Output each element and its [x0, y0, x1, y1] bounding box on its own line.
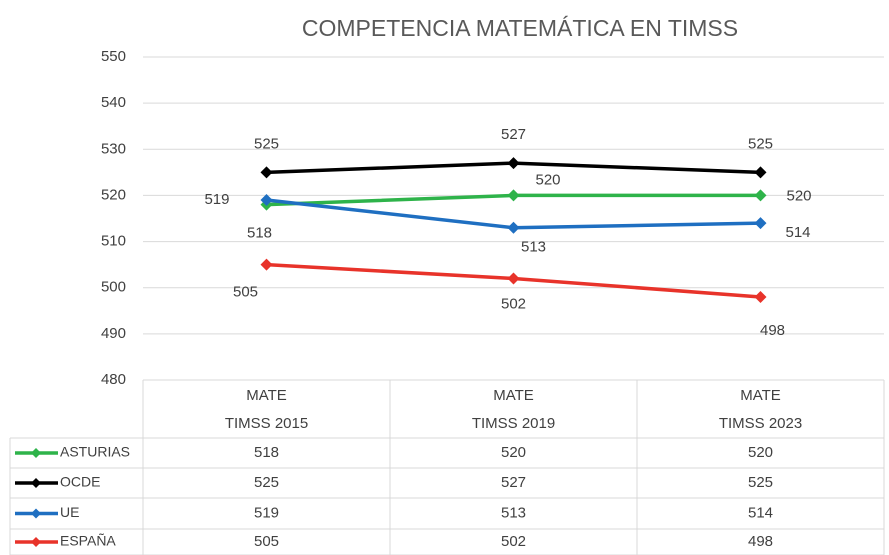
table-value: 502: [501, 533, 526, 550]
point-marker: [754, 217, 767, 230]
data-label: 525: [254, 135, 279, 152]
table-value: 518: [254, 444, 279, 461]
table-value: 520: [501, 444, 526, 461]
data-label: 513: [521, 239, 546, 256]
table-value: 525: [254, 474, 279, 491]
data-label: 505: [233, 284, 258, 301]
data-label: 527: [501, 126, 526, 143]
point-marker: [260, 194, 273, 207]
legend-marker: [31, 537, 41, 547]
data-label: 525: [748, 135, 773, 152]
point-marker: [754, 290, 767, 303]
data-label: 520: [787, 187, 812, 204]
table-value: 520: [748, 444, 773, 461]
table-value: 527: [501, 474, 526, 491]
y-tick-label: 510: [101, 233, 126, 250]
legend-label: OCDE: [60, 474, 100, 490]
table-value: 505: [254, 533, 279, 550]
data-label: 520: [536, 171, 561, 188]
data-label: 502: [501, 295, 526, 312]
point-marker: [507, 272, 520, 285]
chart-title: COMPETENCIA MATEMÁTICA EN TIMSS: [302, 15, 738, 41]
y-tick-label: 490: [101, 325, 126, 342]
legend-label: UE: [60, 504, 79, 520]
point-marker: [754, 189, 767, 202]
y-tick-label: 530: [101, 140, 126, 157]
point-marker: [260, 258, 273, 271]
legend-label: ESPAÑA: [60, 533, 116, 549]
data-label: 518: [247, 225, 272, 242]
point-marker: [507, 221, 520, 234]
y-tick-label: 520: [101, 186, 126, 203]
y-tick-label: 550: [101, 48, 126, 65]
point-marker: [754, 166, 767, 179]
category-label: MATE TIMSS 2023: [718, 387, 803, 432]
point-marker: [507, 157, 520, 170]
data-label: 498: [760, 322, 785, 339]
data-label: 514: [786, 224, 811, 241]
legend-label: ASTURIAS: [60, 444, 130, 460]
y-tick-label: 500: [101, 279, 126, 296]
legend-marker: [31, 448, 41, 458]
y-tick-label: 480: [101, 371, 126, 388]
table-value: 498: [748, 533, 773, 550]
table-value: 514: [748, 504, 773, 521]
legend-marker: [31, 478, 41, 488]
point-marker: [260, 166, 273, 179]
table-value: 513: [501, 504, 526, 521]
data-label: 519: [204, 191, 229, 208]
legend-marker: [31, 508, 41, 519]
category-label: MATE TIMSS 2015: [224, 387, 309, 432]
y-tick-label: 540: [101, 94, 126, 111]
table-value: 525: [748, 474, 773, 491]
table-value: 519: [254, 504, 279, 521]
category-label: MATE TIMSS 2019: [471, 387, 556, 432]
point-marker: [507, 189, 520, 202]
